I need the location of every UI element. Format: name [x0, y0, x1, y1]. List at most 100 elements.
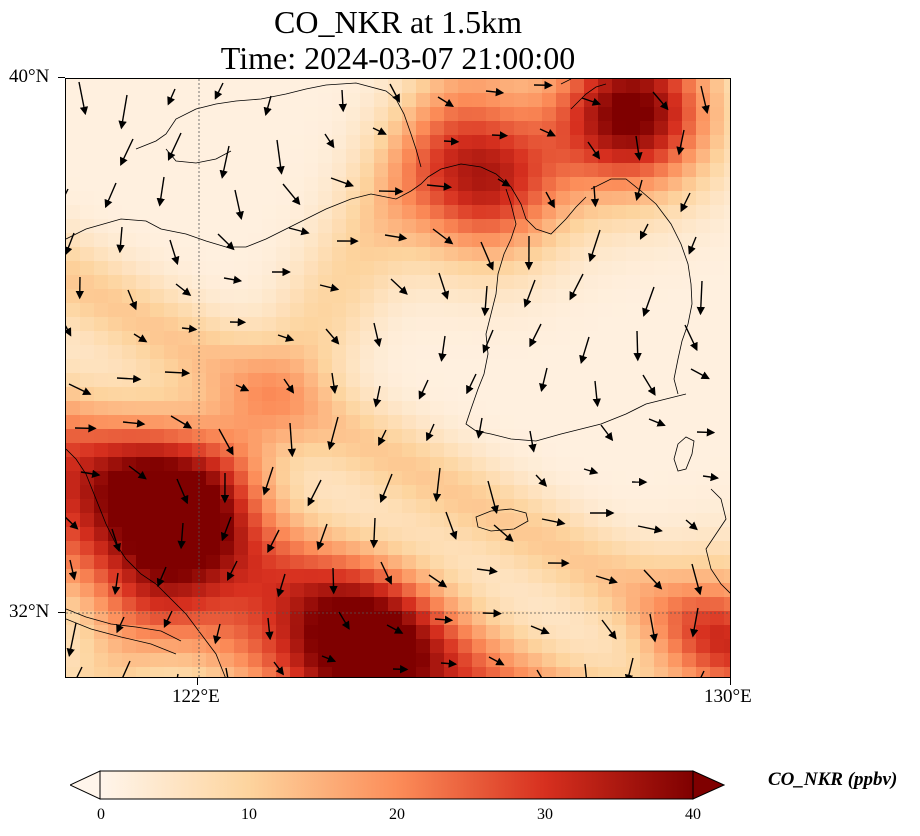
field-cell: [570, 233, 585, 248]
field-cell: [682, 373, 697, 388]
field-cell: [206, 331, 221, 346]
field-cell: [164, 233, 179, 248]
field-cell: [458, 485, 473, 500]
field-cell: [290, 471, 305, 486]
field-cell: [556, 205, 571, 220]
field-cell: [570, 527, 585, 542]
field-cell: [528, 303, 543, 318]
field-cell: [556, 163, 571, 178]
field-cell: [514, 513, 529, 528]
field-cell: [612, 485, 627, 500]
field-cell: [388, 583, 403, 598]
field-cell: [136, 527, 151, 542]
field-cell: [122, 107, 137, 122]
field-cell: [66, 611, 81, 626]
field-cell: [108, 667, 123, 677]
field-cell: [318, 653, 333, 668]
field-cell: [514, 345, 529, 360]
field-cell: [514, 639, 529, 654]
field-cell: [430, 331, 445, 346]
field-cell: [332, 303, 347, 318]
field-cell: [262, 457, 277, 472]
field-cell: [360, 233, 375, 248]
field-cell: [654, 163, 669, 178]
field-cell: [696, 233, 711, 248]
wind-vector-arrow: [276, 139, 285, 175]
field-cell: [66, 387, 81, 402]
field-cell: [570, 429, 585, 444]
field-cell: [458, 541, 473, 556]
field-cell: [724, 205, 730, 220]
field-cell: [486, 149, 501, 164]
field-cell: [696, 471, 711, 486]
field-cell: [346, 303, 361, 318]
field-cell: [486, 457, 501, 472]
field-cell: [472, 79, 487, 94]
field-cell: [220, 485, 235, 500]
field-cell: [542, 541, 557, 556]
field-cell: [654, 359, 669, 374]
field-cell: [290, 513, 305, 528]
field-cell: [444, 597, 459, 612]
field-cell: [640, 121, 655, 136]
field-cell: [528, 597, 543, 612]
lon-label-130e: 130°E: [704, 686, 752, 707]
field-cell: [122, 79, 137, 94]
field-cell: [598, 569, 613, 584]
field-cell: [276, 513, 291, 528]
field-cell: [360, 527, 375, 542]
field-cell: [248, 219, 263, 234]
field-cell: [570, 499, 585, 514]
field-cell: [248, 121, 263, 136]
field-cell: [122, 499, 137, 514]
field-cell: [66, 275, 81, 290]
field-cell: [66, 471, 81, 486]
field-cell: [136, 345, 151, 360]
field-cell: [346, 471, 361, 486]
field-cell: [626, 331, 641, 346]
field-cell: [528, 79, 543, 94]
field-cell: [192, 275, 207, 290]
field-cell: [696, 289, 711, 304]
field-cell: [710, 261, 725, 276]
field-cell: [122, 121, 137, 136]
field-cell: [416, 611, 431, 626]
field-cell: [234, 443, 249, 458]
field-cell: [178, 611, 193, 626]
field-cell: [500, 219, 515, 234]
coastline-china-north: [66, 163, 587, 248]
field-cell: [374, 569, 389, 584]
wind-vector-arrow: [118, 94, 128, 130]
field-cell: [360, 93, 375, 108]
field-cell: [150, 415, 165, 430]
field-cell: [500, 135, 515, 150]
field-cell: [598, 79, 613, 94]
field-cell: [206, 541, 221, 556]
field-cell: [388, 177, 403, 192]
field-cell: [724, 177, 730, 192]
field-cell: [80, 317, 95, 332]
field-cell: [304, 289, 319, 304]
field-cell: [164, 667, 179, 677]
field-cell: [626, 415, 641, 430]
field-cell: [640, 499, 655, 514]
field-cell: [486, 597, 501, 612]
wind-vector-arrow: [389, 83, 400, 103]
field-cell: [458, 583, 473, 598]
wind-vector-arrow: [373, 322, 382, 348]
field-cell: [192, 219, 207, 234]
field-cell: [486, 443, 501, 458]
field-cell: [416, 289, 431, 304]
field-cell: [612, 275, 627, 290]
colorbar-tick-0: 0: [97, 806, 105, 823]
field-cell: [360, 401, 375, 416]
field-cell: [290, 457, 305, 472]
field-cell: [682, 93, 697, 108]
field-cell: [640, 359, 655, 374]
field-cell: [458, 163, 473, 178]
field-cell: [710, 667, 725, 677]
field-cell: [724, 261, 730, 276]
field-cell: [94, 331, 109, 346]
field-cell: [710, 415, 725, 430]
field-cell: [444, 163, 459, 178]
